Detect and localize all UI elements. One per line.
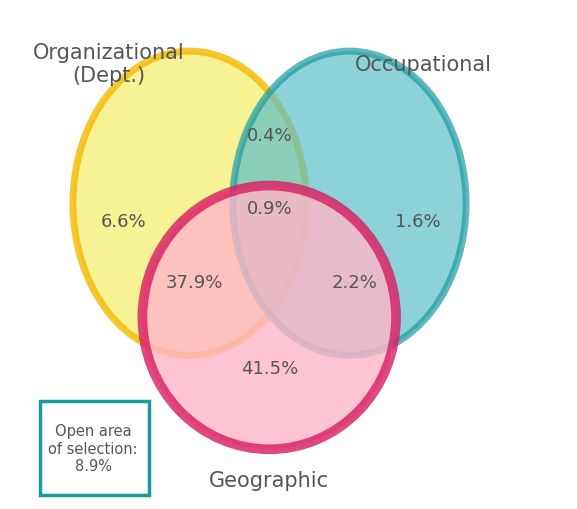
Text: Organizational
(Dept.): Organizational (Dept.) [32, 43, 184, 86]
Text: 0.4%: 0.4% [246, 127, 292, 145]
Text: 1.6%: 1.6% [395, 213, 441, 231]
FancyBboxPatch shape [40, 401, 149, 495]
Text: Geographic: Geographic [209, 470, 329, 490]
Text: 2.2%: 2.2% [332, 273, 377, 291]
Text: 37.9%: 37.9% [166, 273, 223, 291]
Text: 0.9%: 0.9% [246, 200, 292, 218]
Text: 6.6%: 6.6% [101, 213, 147, 231]
Text: Occupational: Occupational [354, 54, 492, 75]
Ellipse shape [143, 186, 396, 449]
Text: 41.5%: 41.5% [241, 359, 298, 377]
Ellipse shape [73, 52, 306, 356]
Text: Open area
of selection:
8.9%: Open area of selection: 8.9% [48, 423, 138, 473]
Ellipse shape [233, 52, 466, 356]
